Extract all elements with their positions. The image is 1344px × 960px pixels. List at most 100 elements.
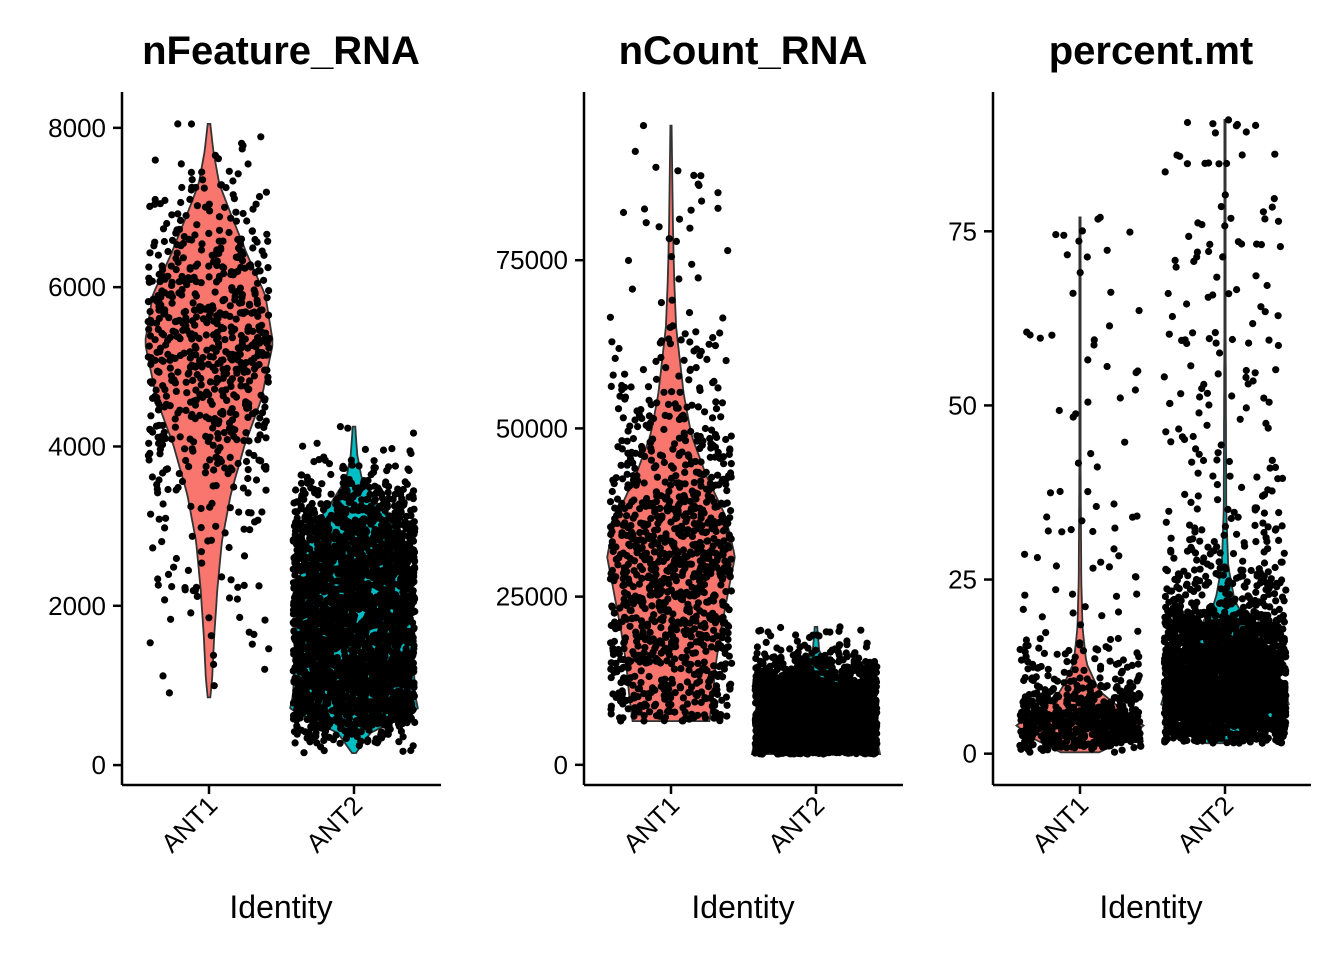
data-point bbox=[675, 275, 683, 283]
data-point bbox=[351, 491, 359, 499]
data-point bbox=[628, 285, 637, 293]
data-point bbox=[189, 299, 197, 307]
data-point bbox=[704, 519, 712, 527]
data-point bbox=[214, 333, 222, 341]
data-point bbox=[168, 211, 176, 219]
data-point bbox=[210, 682, 218, 690]
data-point bbox=[306, 505, 314, 513]
data-point bbox=[348, 546, 356, 554]
data-point bbox=[652, 462, 660, 470]
data-point bbox=[168, 583, 176, 591]
data-point bbox=[168, 299, 176, 307]
data-point bbox=[399, 628, 407, 636]
data-point bbox=[313, 649, 321, 657]
data-point bbox=[723, 499, 731, 507]
data-point bbox=[379, 446, 388, 454]
data-point bbox=[171, 379, 179, 387]
data-point bbox=[638, 442, 646, 451]
data-point bbox=[225, 419, 234, 427]
data-point bbox=[632, 628, 640, 636]
data-point bbox=[385, 482, 393, 491]
data-point bbox=[699, 437, 707, 445]
data-point bbox=[145, 263, 153, 271]
data-point bbox=[724, 621, 732, 629]
data-point bbox=[178, 183, 186, 192]
data-point bbox=[355, 462, 363, 470]
data-point bbox=[383, 613, 391, 621]
data-point bbox=[224, 470, 232, 478]
data-point bbox=[692, 364, 700, 372]
data-point bbox=[707, 444, 715, 452]
data-point bbox=[654, 519, 662, 528]
data-point bbox=[711, 342, 720, 350]
data-point bbox=[289, 537, 297, 545]
data-point bbox=[652, 642, 660, 650]
data-point bbox=[646, 708, 654, 716]
data-point bbox=[211, 288, 219, 296]
data-point bbox=[221, 464, 229, 472]
data-point bbox=[166, 356, 174, 364]
data-point bbox=[226, 302, 234, 310]
data-point bbox=[207, 536, 215, 544]
data-point bbox=[710, 708, 718, 716]
data-point bbox=[697, 458, 705, 466]
data-point bbox=[406, 608, 414, 617]
data-point bbox=[192, 313, 200, 321]
data-point bbox=[230, 325, 238, 333]
data-point bbox=[669, 464, 677, 472]
data-point bbox=[311, 689, 319, 697]
data-point bbox=[409, 742, 417, 750]
data-point bbox=[659, 613, 667, 621]
data-point bbox=[188, 532, 196, 540]
data-point bbox=[187, 275, 195, 283]
data-point bbox=[206, 207, 214, 215]
data-point bbox=[187, 120, 196, 128]
data-point bbox=[665, 412, 673, 420]
data-point bbox=[688, 590, 696, 598]
data-point bbox=[263, 294, 271, 302]
data-point bbox=[329, 614, 337, 622]
data-point bbox=[229, 177, 237, 185]
data-point bbox=[174, 210, 182, 218]
data-point bbox=[289, 667, 297, 675]
data-point bbox=[679, 532, 687, 541]
data-point bbox=[683, 514, 691, 523]
data-point bbox=[174, 120, 182, 128]
data-point bbox=[247, 509, 255, 517]
x-axis-title: Identity bbox=[691, 889, 794, 925]
data-point bbox=[294, 699, 302, 707]
data-point bbox=[685, 309, 694, 317]
data-point bbox=[261, 665, 269, 673]
data-point bbox=[168, 281, 176, 289]
data-point bbox=[344, 424, 352, 432]
data-point bbox=[262, 434, 270, 442]
data-point bbox=[154, 575, 162, 583]
data-point bbox=[244, 474, 252, 483]
data-point bbox=[342, 666, 350, 675]
data-point bbox=[220, 264, 228, 272]
data-point bbox=[297, 471, 305, 479]
data-point bbox=[690, 171, 698, 179]
data-point bbox=[146, 639, 154, 647]
data-point bbox=[350, 615, 358, 623]
data-point bbox=[175, 316, 183, 324]
data-point bbox=[391, 490, 399, 498]
data-point bbox=[676, 388, 684, 396]
data-point bbox=[709, 334, 717, 342]
data-point bbox=[209, 424, 217, 432]
data-point bbox=[353, 638, 361, 646]
data-point bbox=[674, 167, 682, 175]
data-point bbox=[668, 616, 676, 625]
data-point bbox=[342, 642, 350, 650]
data-point bbox=[400, 565, 408, 573]
data-point bbox=[193, 362, 201, 370]
data-point bbox=[211, 385, 219, 393]
data-point bbox=[151, 336, 159, 344]
data-point bbox=[359, 524, 367, 533]
data-point bbox=[317, 585, 325, 593]
data-point bbox=[365, 583, 373, 591]
data-point bbox=[155, 515, 163, 523]
data-point bbox=[257, 457, 265, 465]
data-point bbox=[712, 405, 721, 413]
data-point bbox=[724, 643, 732, 651]
